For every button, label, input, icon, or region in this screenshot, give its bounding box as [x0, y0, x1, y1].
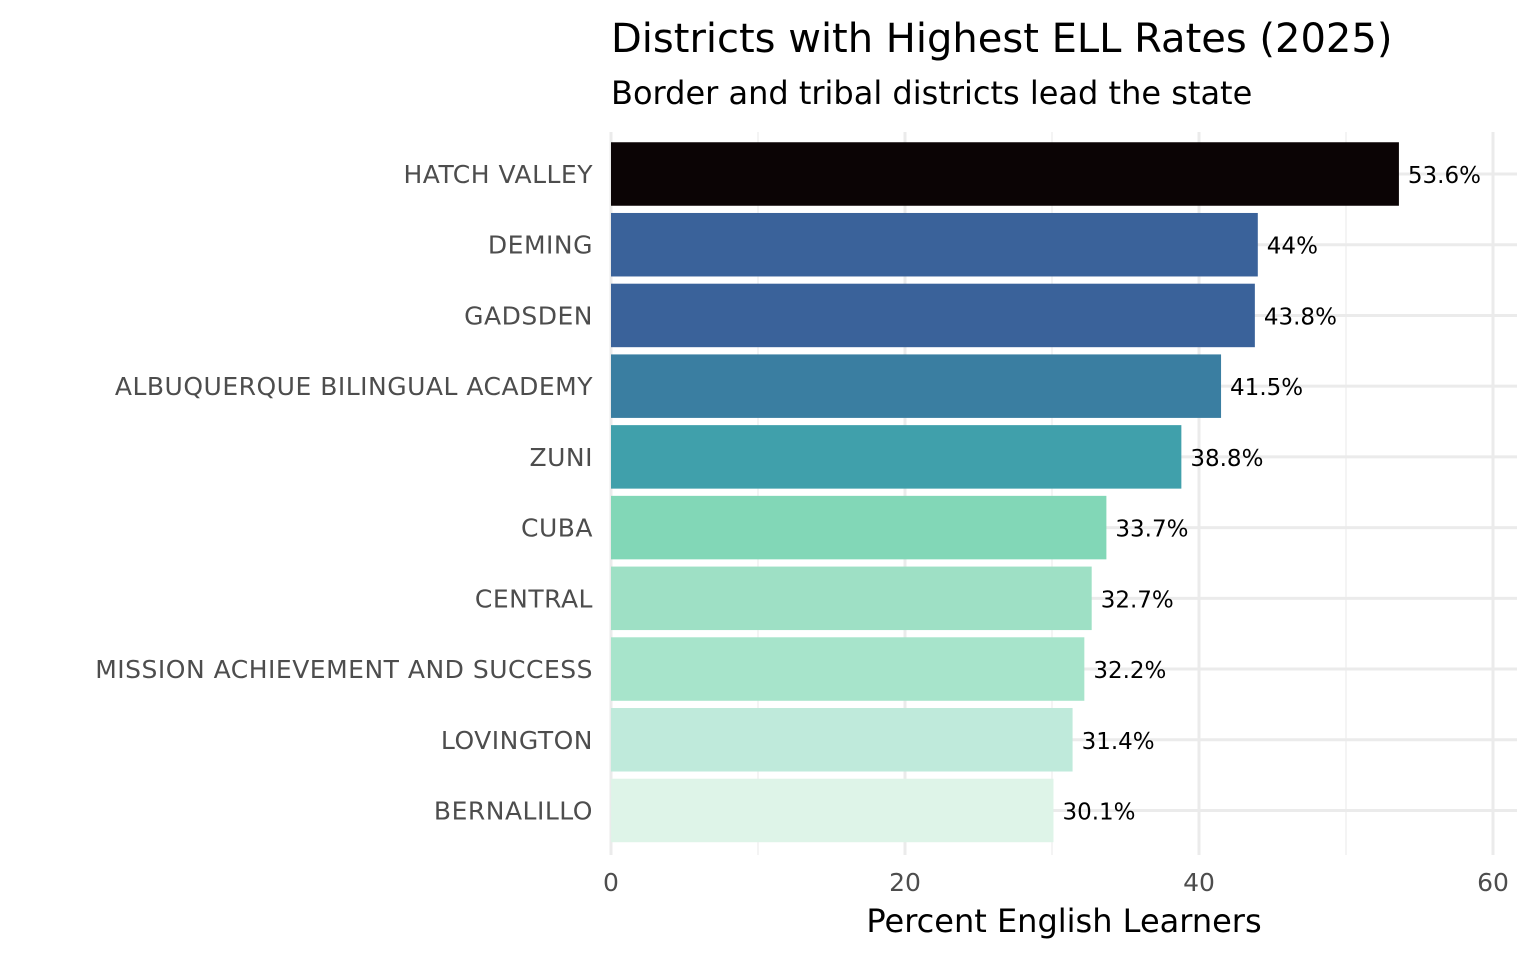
data-label: 44%: [1267, 234, 1318, 260]
category-label: MISSION ACHIEVEMENT AND SUCCESS: [95, 655, 593, 684]
bars-group: [611, 142, 1399, 843]
x-axis-title: Percent English Learners: [866, 902, 1261, 940]
category-label: ALBUQUERQUE BILINGUAL ACADEMY: [115, 372, 593, 401]
bar: [611, 425, 1182, 489]
bar: [611, 495, 1107, 560]
bar: [611, 566, 1092, 631]
category-label: CENTRAL: [475, 584, 593, 613]
category-label: GADSDEN: [464, 301, 593, 330]
data-label: 41.5%: [1230, 375, 1303, 401]
chart-title: Districts with Highest ELL Rates (2025): [611, 16, 1392, 62]
category-labels: HATCH VALLEY DEMING GADSDEN ALBUQUERQUE BIL…: [95, 160, 594, 825]
x-tick-label: 0: [603, 868, 619, 897]
bar: [611, 283, 1255, 348]
x-tick-label: 20: [889, 868, 921, 897]
bar: [611, 212, 1258, 277]
data-label: 30.1%: [1062, 799, 1135, 825]
bar: [611, 637, 1085, 701]
data-label: 31.4%: [1082, 729, 1155, 755]
category-label: ZUNI: [530, 443, 594, 472]
x-tick-label: 60: [1477, 868, 1509, 897]
data-label: 33.7%: [1115, 517, 1188, 543]
data-label: 38.8%: [1190, 446, 1263, 472]
data-label: 53.6%: [1408, 163, 1481, 189]
bar: [611, 778, 1054, 843]
data-label: 43.8%: [1264, 304, 1337, 330]
x-tick-label: 40: [1183, 868, 1215, 897]
chart-subtitle: Border and tribal districts lead the sta…: [611, 74, 1252, 112]
category-label: CUBA: [521, 514, 593, 543]
x-axis-ticks: 0 20 40 60: [603, 868, 1509, 897]
bar: [611, 354, 1222, 418]
category-label: DEMING: [488, 231, 593, 260]
category-label: BERNALILLO: [434, 796, 593, 825]
bar: [611, 142, 1399, 206]
data-label: 32.7%: [1101, 587, 1174, 613]
bar: [611, 708, 1073, 772]
data-label: 32.2%: [1093, 658, 1166, 684]
category-label: HATCH VALLEY: [404, 160, 594, 189]
category-label: LOVINGTON: [441, 726, 593, 755]
data-labels: 53.6% 44% 43.8% 41.5% 38.8% 33.7% 32.7% 32.2% 31…: [1062, 163, 1481, 825]
